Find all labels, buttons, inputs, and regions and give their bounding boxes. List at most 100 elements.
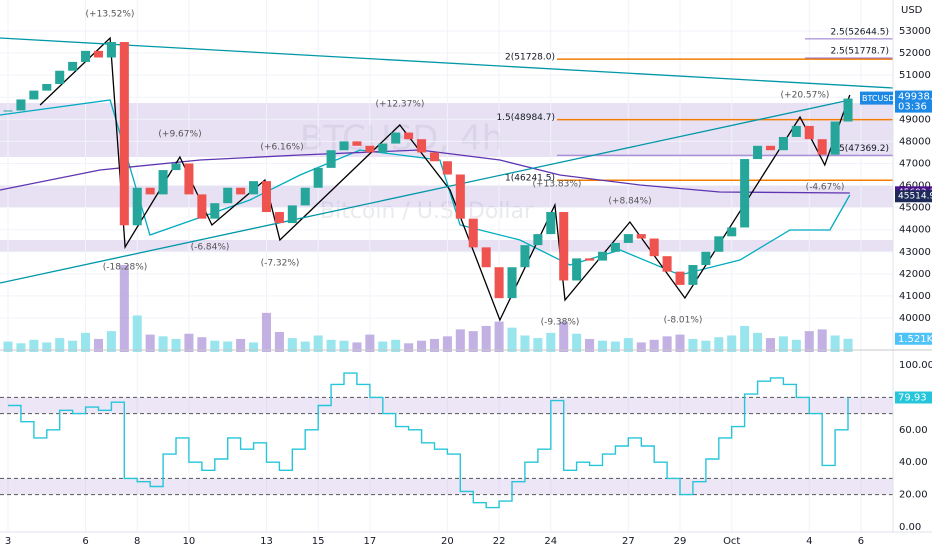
y-tick-label: 49000	[899, 114, 931, 125]
overlay-line	[0, 149, 850, 194]
candle	[804, 125, 814, 140]
x-tick-label: 29	[674, 536, 687, 547]
candle	[210, 203, 220, 219]
x-tick-label: 20	[441, 536, 454, 547]
candle	[727, 227, 737, 237]
volume-bar	[727, 335, 737, 352]
volume-bar	[210, 340, 220, 352]
volume-bar	[533, 338, 543, 352]
candle	[55, 70, 65, 84]
volume-bar	[261, 312, 272, 352]
volume-bar	[326, 339, 336, 352]
volume-bar	[106, 331, 116, 352]
candle	[417, 139, 427, 153]
candle	[662, 256, 672, 272]
candle	[623, 234, 633, 243]
x-tick-label: 13	[260, 536, 273, 547]
volume-bar	[649, 339, 659, 352]
x-tick-label: 22	[493, 536, 506, 547]
candle	[261, 181, 272, 213]
candle	[520, 245, 530, 268]
volume-bar	[274, 331, 284, 352]
candle	[830, 121, 840, 155]
volume-bar	[662, 336, 672, 352]
candle	[765, 145, 776, 151]
candle	[688, 265, 698, 285]
volume-label: 1.521K	[898, 334, 932, 345]
volume-bar	[55, 338, 65, 352]
fib-label: 1.5(47369.2)	[830, 144, 889, 154]
candle	[287, 205, 297, 224]
volume-bar	[765, 338, 776, 352]
volume-tag	[895, 332, 932, 345]
volume-bar	[16, 343, 26, 352]
rsi-line	[8, 372, 849, 509]
y-tick-label: 48000	[899, 136, 931, 147]
x-tick-label: 15	[312, 536, 325, 547]
candle	[610, 242, 620, 252]
candle	[572, 258, 582, 281]
fib-label: 1.5(48984.7)	[496, 113, 555, 123]
x-tick-label: Oct	[723, 536, 740, 547]
swing-label: (+6.16%)	[260, 143, 303, 153]
volume-bar	[132, 315, 142, 352]
volume-bar	[404, 343, 414, 352]
volume-bar	[81, 332, 91, 352]
swing-label: (-4.67%)	[806, 183, 845, 193]
candle	[778, 136, 788, 151]
y-tick-label: 51000	[899, 70, 931, 81]
candle	[649, 238, 659, 257]
swing-label: (+20.57%)	[781, 91, 830, 101]
x-tick-label: 6	[858, 536, 864, 547]
volume-bar	[481, 325, 491, 352]
x-tick-label: 6	[82, 536, 88, 547]
volume-bar	[184, 333, 194, 352]
candle	[93, 50, 103, 58]
candle	[597, 251, 608, 261]
swing-label: (-6.84%)	[191, 243, 230, 253]
x-tick-label: 27	[622, 536, 635, 547]
volume-bar	[197, 337, 207, 352]
y-tick-label: 46000	[899, 181, 931, 192]
fib-label: 2(51728.0)	[505, 53, 555, 63]
overlay-line	[0, 99, 850, 284]
symbol-tag	[860, 91, 893, 105]
candle	[714, 236, 724, 252]
candle	[817, 139, 827, 155]
candle	[791, 125, 801, 137]
volume-bar	[559, 321, 569, 352]
x-tick-label: 8	[134, 536, 140, 547]
x-tick-label: 17	[363, 536, 376, 547]
rsi-tick-label: 40.00	[899, 457, 928, 468]
currency: USD	[901, 5, 923, 16]
candle	[507, 267, 517, 299]
volume-bar	[3, 341, 13, 352]
volume-bar	[675, 334, 685, 352]
plot-area: 2(51728.0) 1.5(48984.7) 1(46241.5) 2.5(5264…	[0, 0, 893, 532]
candle	[300, 187, 310, 206]
volume-bar	[688, 338, 698, 352]
volume-bar	[442, 336, 452, 352]
volume-bar	[507, 327, 517, 352]
candle	[442, 161, 452, 175]
volume-bar	[455, 329, 465, 352]
volume-bar	[597, 340, 608, 352]
volume-bar	[636, 342, 646, 352]
volume-bar	[468, 331, 478, 352]
volume-bar	[830, 335, 840, 352]
price-zone	[0, 103, 893, 157]
volume-bar	[339, 340, 349, 352]
candle	[546, 212, 556, 235]
volume-bar	[236, 338, 246, 352]
fib-label: 1(46241.5)	[505, 174, 555, 184]
swing-label: (-9.38%)	[541, 318, 580, 328]
candle	[223, 187, 233, 204]
candle	[636, 234, 646, 239]
x-tick-label: 24	[544, 536, 557, 547]
rsi-tick-label: 100.00	[899, 360, 932, 371]
volume-bar	[68, 340, 78, 352]
volume-bar	[223, 341, 233, 352]
price-tag-label: 45514.9	[898, 192, 932, 202]
